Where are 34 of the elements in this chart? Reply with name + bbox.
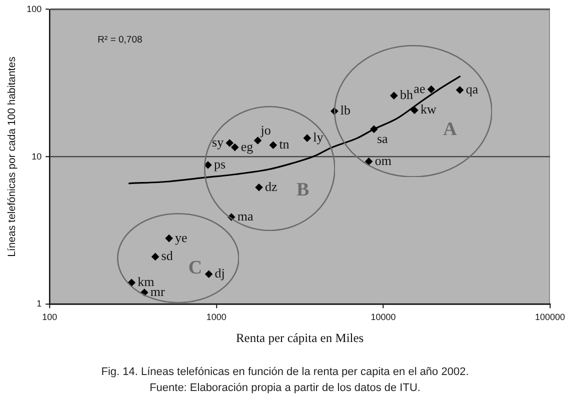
- series-label: tn: [279, 136, 290, 152]
- x-axis-title: Renta per cápita en Miles: [236, 330, 364, 345]
- series-label: sd: [161, 248, 174, 264]
- x-tick-label: 100000: [534, 312, 566, 322]
- series-label: ma: [237, 208, 254, 224]
- series-label: kw: [420, 102, 437, 117]
- text: Fig. 14. Líneas telefónicas en función de la renta per capita en el año 2002.: [100, 365, 470, 380]
- series-label: bh: [400, 87, 414, 102]
- x-tick-label: 100: [42, 312, 58, 322]
- series-label: jo: [260, 122, 271, 138]
- annotation: R² = 0,708: [98, 34, 142, 46]
- series-label: ly: [313, 130, 324, 145]
- y-tick-label: 10: [32, 151, 42, 162]
- text: Fuente: Elaboración propia a partir de los datos de ITU.: [148, 381, 422, 396]
- series-label: eg: [240, 138, 254, 154]
- series-label: sa: [376, 131, 388, 146]
- x-tick-label: 1000: [206, 312, 226, 322]
- series-label: ae: [414, 80, 426, 96]
- annotation: B: [296, 179, 310, 200]
- y-axis-title: Líneas telefónicas por cada 100 habitantes: [6, 56, 18, 257]
- y-tick-label: 100: [26, 4, 42, 14]
- annotation: C: [188, 257, 202, 278]
- series-label: dz: [264, 178, 278, 194]
- series-label: ye: [175, 230, 188, 245]
- series-label: lb: [340, 102, 351, 118]
- series-label: ps: [214, 156, 226, 172]
- series-label: km: [138, 274, 154, 290]
- series-label: om: [374, 152, 392, 168]
- x-tick-label: 10000: [370, 312, 396, 322]
- series-label: qa: [466, 81, 478, 96]
- annotation: A: [443, 118, 458, 140]
- series-label: sy: [212, 134, 224, 150]
- y-tick-label: 1: [36, 298, 42, 309]
- series-label: dj: [214, 266, 225, 281]
